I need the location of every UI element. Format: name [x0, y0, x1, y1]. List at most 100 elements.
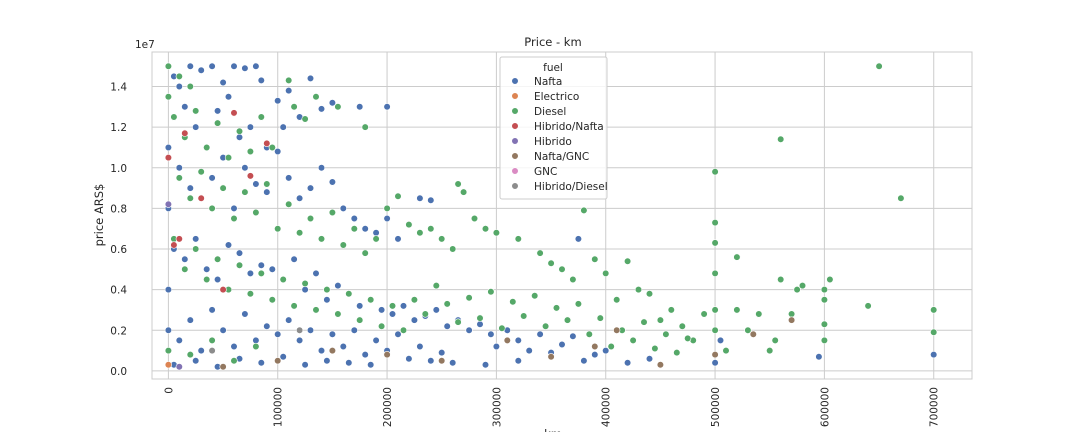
data-point [678, 322, 686, 330]
data-point [749, 330, 757, 338]
legend-entry-label: Hibrido/Nafta [534, 121, 604, 133]
data-point [274, 225, 282, 233]
data-point [317, 105, 326, 113]
data-point [820, 286, 829, 294]
data-point [230, 204, 238, 212]
data-point [181, 265, 189, 273]
y-tick-label: 1.4 [110, 82, 127, 94]
data-point [263, 180, 271, 188]
series-nafta-gnc [219, 316, 796, 371]
data-point [186, 316, 194, 324]
data-point [520, 312, 528, 320]
data-point [323, 296, 331, 304]
data-point [175, 82, 183, 91]
data-point [383, 351, 391, 359]
data-point [787, 310, 796, 318]
data-point [438, 357, 446, 365]
legend-entry-label: Nafta/GNC [534, 151, 589, 163]
data-point [656, 361, 665, 369]
data-point [820, 336, 829, 345]
data-point [164, 200, 172, 208]
data-point [317, 347, 326, 355]
data-point [334, 103, 342, 111]
data-point [301, 361, 309, 369]
y-tick-label: 0.8 [110, 203, 127, 215]
data-point [454, 180, 462, 188]
data-point [192, 123, 200, 131]
data-point [257, 359, 265, 367]
series-electrico [164, 361, 172, 369]
data-point [591, 342, 599, 351]
data-point [777, 135, 785, 143]
data-point [186, 351, 194, 359]
data-point [219, 184, 227, 192]
data-point [192, 245, 200, 253]
data-point [361, 123, 369, 131]
data-point [711, 269, 719, 278]
data-point [208, 347, 216, 355]
data-point [443, 322, 451, 330]
data-point [640, 318, 648, 326]
data-point [323, 357, 331, 365]
data-point [317, 235, 326, 243]
data-point [328, 347, 337, 355]
data-point [897, 194, 905, 202]
data-point [569, 332, 577, 340]
data-point [388, 302, 397, 310]
data-point [383, 214, 391, 223]
data-point [241, 164, 249, 172]
data-point [563, 316, 572, 324]
data-point [192, 107, 200, 115]
data-point [214, 107, 222, 115]
data-point [454, 318, 462, 326]
data-point [394, 192, 402, 200]
x-tick-label: 100000 [273, 387, 285, 427]
data-point [279, 123, 287, 131]
data-point [214, 275, 222, 284]
data-point [481, 225, 490, 233]
data-point [372, 229, 380, 237]
data-point [416, 229, 424, 237]
y-tick-label: 0.2 [110, 325, 127, 337]
data-point [181, 129, 189, 137]
data-point [192, 235, 200, 243]
data-point [339, 241, 347, 249]
data-point [252, 62, 260, 70]
data-point [460, 188, 468, 196]
data-point [257, 261, 265, 269]
data-point [306, 326, 315, 334]
data-point [224, 154, 233, 162]
data-point [711, 239, 719, 247]
data-point [197, 168, 205, 176]
y-tick-label: 0.0 [110, 366, 127, 378]
data-point [684, 334, 692, 343]
data-point [864, 302, 872, 310]
data-point [301, 115, 309, 123]
data-point [613, 326, 621, 334]
data-point [487, 288, 495, 296]
data-point [230, 109, 238, 117]
data-point [602, 347, 610, 355]
data-point [257, 269, 265, 278]
data-point [536, 249, 544, 257]
data-point [274, 330, 282, 338]
data-point [219, 78, 227, 87]
data-point [547, 259, 555, 267]
data-point [591, 255, 599, 263]
data-point [230, 214, 238, 223]
x-tick-label: 300000 [491, 387, 503, 427]
data-point [766, 347, 774, 355]
data-point [328, 99, 337, 107]
data-point [219, 363, 227, 371]
data-point [312, 269, 320, 278]
x-tick-label: 200000 [382, 387, 394, 427]
data-point [623, 359, 632, 367]
data-point [372, 336, 380, 345]
data-point [930, 306, 938, 314]
data-point [367, 296, 375, 304]
data-point [525, 347, 533, 355]
data-point [170, 241, 178, 249]
data-point [645, 355, 654, 363]
data-point [399, 302, 408, 310]
